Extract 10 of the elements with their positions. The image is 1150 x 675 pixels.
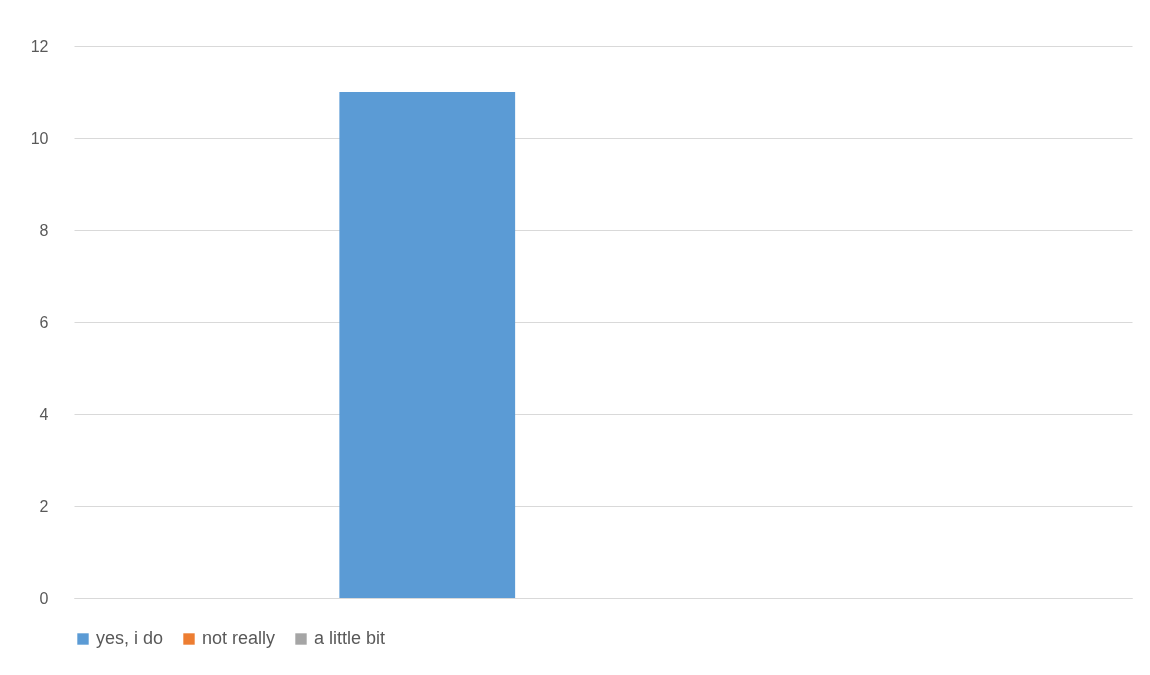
y-tick-label: 6 xyxy=(39,313,49,331)
y-tick-label: 8 xyxy=(39,221,49,239)
y-tick-label: 12 xyxy=(30,37,49,55)
y-tick-label: 10 xyxy=(30,129,49,147)
y-tick-label: 0 xyxy=(39,589,49,607)
y-tick-label: 4 xyxy=(39,405,49,423)
legend-label: not really xyxy=(202,628,276,648)
legend-label: a little bit xyxy=(314,628,386,648)
legend-label: yes, i do xyxy=(96,628,164,648)
y-tick-label: 2 xyxy=(39,497,49,515)
